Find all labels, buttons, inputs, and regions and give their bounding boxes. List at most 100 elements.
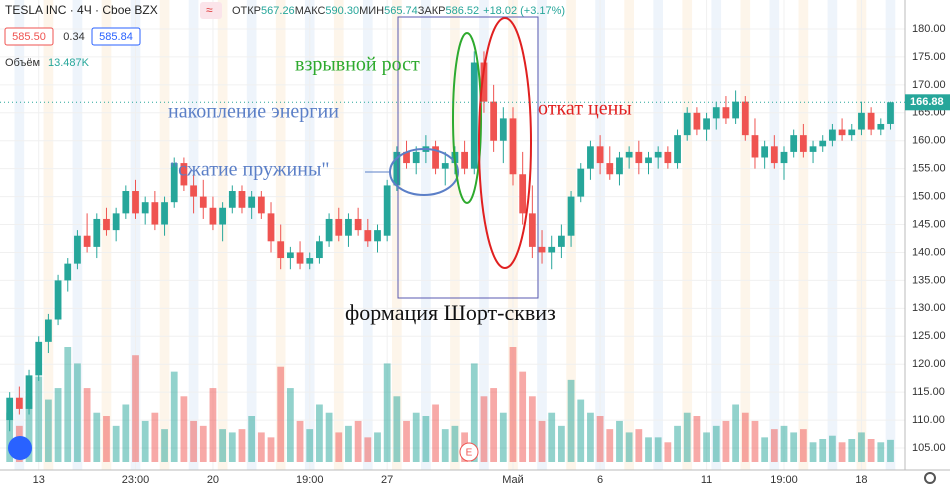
y-tick-label: 160.00 [912,135,946,147]
candle-body [441,163,449,169]
candle-body [674,135,681,164]
x-tick-label: 20 [207,474,219,486]
volume-bar [432,404,439,462]
buy-box[interactable] [91,27,141,46]
volume-bar [403,420,410,462]
volume-bar [277,366,285,462]
candle-body [141,202,149,214]
candle-body [354,218,362,231]
volume-bar [645,437,652,462]
candle-body [335,218,343,236]
y-tick-label: 155.00 [912,163,946,175]
volume-bar [587,412,594,462]
x-tick-label: 19:00 [296,474,324,486]
x-tick-label: 27 [381,474,393,486]
candle-body [6,397,14,421]
volume-bar [374,432,381,462]
volume-bar [170,371,178,462]
volume-bar [693,416,701,462]
volume-bar [509,347,517,462]
bid: 585.50 [12,31,46,43]
candle-body [867,112,875,130]
candle-body [858,112,865,130]
ohlc-value: 565.74 [384,5,418,17]
icon: ≈ [206,3,213,17]
candle-body [877,123,885,130]
annotation: накопление энергии [168,101,339,123]
session-stripe [479,0,489,470]
volume-bar [538,420,546,462]
candle-body [790,135,798,152]
volume-bar [499,412,507,462]
x-tick-label: 6 [597,474,603,486]
volume-bar [122,404,130,462]
candle-body [490,101,498,141]
compare-button[interactable] [200,2,222,19]
candle-body [829,129,836,141]
sell-box[interactable] [4,27,54,46]
candle-body [567,196,575,236]
session-stripe [43,0,54,470]
volume-bar [829,435,836,462]
volume-bar [567,379,575,462]
candle-body [132,191,139,214]
candle-body [625,151,633,158]
volume-bar [228,432,236,462]
candle-body [316,241,323,259]
volume-bar [267,437,275,462]
volume-bar [712,425,720,462]
y-tick-label: 145.00 [912,218,946,230]
growth-ellipse [452,32,482,204]
candle-body [170,163,178,203]
volume-bar [722,420,730,462]
volume-bar [674,425,681,462]
ask: 585.84 [99,31,133,43]
candle-body [683,112,691,136]
volume-bar [654,437,662,462]
session-stripe [798,0,809,470]
session-stripe [769,0,780,470]
volume-bar [296,420,304,462]
settings-icon[interactable] [924,472,936,484]
candle-body [112,213,120,231]
candle-body [693,112,701,130]
session-stripe [450,0,460,470]
volume-bar [480,396,488,462]
volume-bar [470,363,478,462]
volume-bar [877,442,885,462]
volume-bar [103,416,110,462]
volume-bar [848,439,856,462]
session-stripe [740,0,751,470]
candle-body [64,263,72,281]
candle-body [296,252,304,264]
volume-bar [790,432,798,462]
volume-value: 13.487K [48,57,90,69]
candle-body [732,101,740,119]
x-tick-label: 23:00 [122,474,150,486]
candle-body [161,202,168,225]
candle-body [645,157,652,164]
candle-body [103,218,110,231]
session-stripe [682,0,693,470]
volume-bar [809,442,817,462]
volume-bar [528,396,536,462]
ohlc-label: ЗАКР [418,5,446,17]
session-stripe [885,0,896,470]
volume-bar [238,429,246,462]
candle-body [93,218,101,247]
annotation: взрывной рост [295,54,420,76]
ohlc-value: 586.52 [445,5,479,17]
session-stripe [14,0,25,470]
event-marker[interactable] [459,442,479,462]
volume-bar [112,425,120,462]
volume-bar [548,412,556,462]
session-stripe [392,0,402,470]
volume-bar [257,432,265,462]
session-stripe [246,0,257,470]
volume-bar [635,429,643,462]
candle-body [887,102,894,124]
session-stripe [653,0,664,470]
candle-body [548,246,556,253]
candle-body [519,174,527,214]
y-tick-label: 170.00 [912,79,946,91]
